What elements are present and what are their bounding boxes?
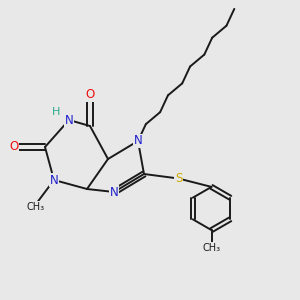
Text: S: S <box>175 172 182 185</box>
Text: CH₃: CH₃ <box>27 202 45 212</box>
Text: N: N <box>50 173 58 187</box>
Text: N: N <box>134 134 142 148</box>
Text: N: N <box>64 113 74 127</box>
Text: N: N <box>110 185 118 199</box>
Text: H: H <box>52 106 61 117</box>
Text: O: O <box>85 88 94 101</box>
Text: CH₃: CH₃ <box>202 243 220 253</box>
Text: O: O <box>9 140 18 154</box>
